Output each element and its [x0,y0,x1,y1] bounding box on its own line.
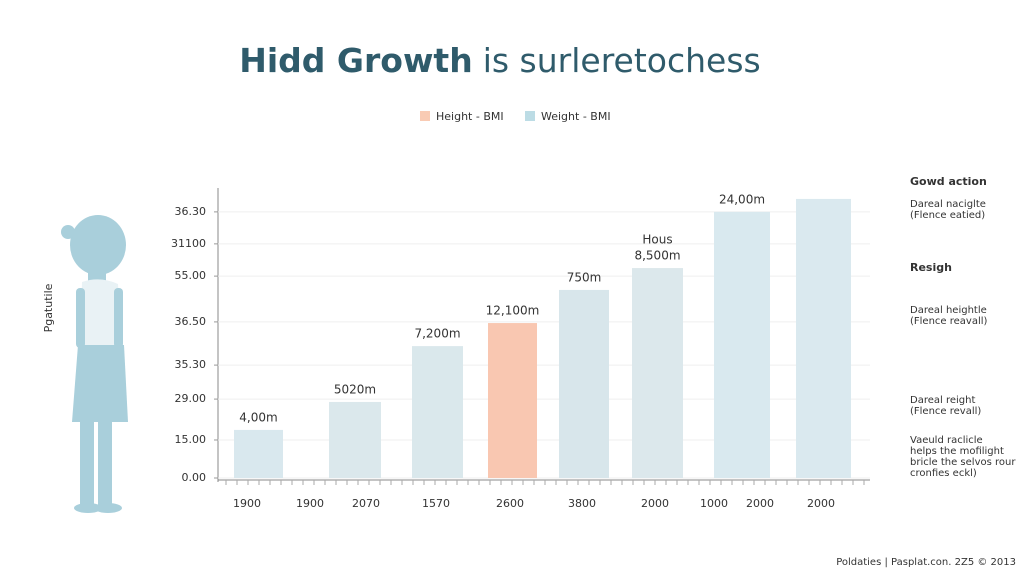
note-line: Vaeuld raclicle [910,435,983,446]
note-heading: Gowd action [910,175,987,188]
y-tick-label: 35.30 [175,358,207,371]
y-tick-label: 0.00 [182,471,207,484]
x-tick-label: 2600 [496,497,524,510]
side-label: Pgatutile [42,283,55,332]
bar [412,346,463,478]
bar-label: 750m [567,270,602,284]
bar-label: 8,500m [634,249,680,263]
legend-label: Weight - BMI [541,110,611,123]
footer: Poldaties | Pasplat.con. 2Z5 © 2013 [836,557,1016,568]
bar-label: 7,200m [414,327,460,341]
bar [559,289,609,478]
y-tick-label: 31100 [171,237,206,250]
note-line: bricle the selvos rour [910,457,1016,468]
note-line: helps the mofilight [910,446,1004,457]
x-tick-label: 1900 [296,497,324,510]
legend-swatch [420,111,430,121]
child-silhouette [61,215,128,513]
bar-label: 5020m [334,382,376,396]
chart-title: Hidd Growth is surleretochess [239,41,760,80]
title-rest: is surleretochess [483,41,761,80]
note-line: (Flence revall) [910,406,981,417]
legend-label: Height - BMI [436,110,504,123]
bar-label: 4,00m [239,410,277,424]
x-tick-label: 2000 [807,497,835,510]
note-line: cronfies eckl) [910,468,977,479]
x-tick-label: 2070 [352,497,380,510]
bar [234,429,283,478]
bar [714,211,770,478]
bar [796,198,851,479]
title-bold: Hidd Growth [239,41,472,80]
y-tick-label: 55.00 [175,269,207,282]
bar [329,401,381,478]
y-tick-label: 15.00 [175,433,207,446]
note-line: Dareal reight [910,395,975,406]
y-tick-label: 36.50 [175,315,207,328]
y-tick-label: 36.30 [175,205,207,218]
bar-label: 24,00m [719,192,765,206]
x-tick-label: 1000 [700,497,728,510]
note-heading: Resigh [910,261,952,274]
bar-annotation: Hous [642,233,672,247]
legend-swatch [525,111,535,121]
x-tick-label: 2000 [641,497,669,510]
note-line: (Flence eatied) [910,210,985,221]
x-tick-label: 2000 [746,497,774,510]
y-tick-label: 29.00 [175,392,207,405]
x-tick-label: 1570 [422,497,450,510]
bar [488,323,537,478]
bar [632,268,683,478]
bar-label: 12,100m [486,304,540,318]
x-tick-label: 3800 [568,497,596,510]
note-line: (Flence reavall) [910,316,988,327]
note-line: Dareal naciglte [910,199,986,210]
x-tick-label: 1900 [233,497,261,510]
note-line: Dareal heightle [910,305,987,316]
